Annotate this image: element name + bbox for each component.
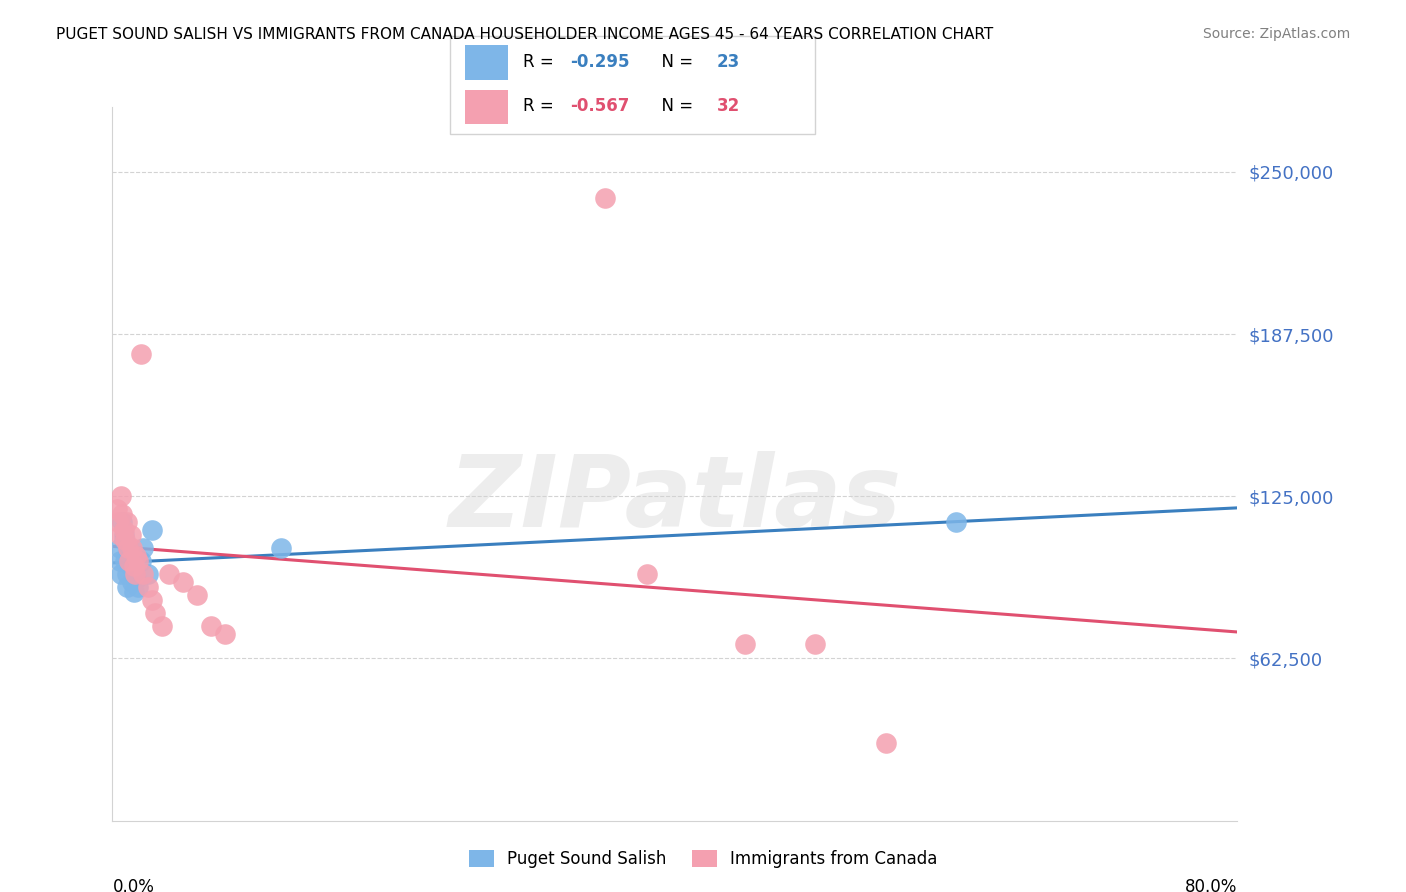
Point	[105, 502, 128, 516]
Point	[270, 541, 292, 556]
Point	[136, 567, 159, 582]
Text: 80.0%: 80.0%	[1185, 878, 1237, 892]
Point	[111, 508, 134, 522]
Point	[875, 736, 897, 750]
Point	[129, 554, 152, 568]
Text: 32: 32	[717, 97, 740, 115]
Point	[127, 580, 149, 594]
Point	[636, 567, 658, 582]
Text: R =: R =	[523, 97, 560, 115]
Point	[129, 346, 152, 360]
Point	[186, 588, 208, 602]
Point	[115, 515, 138, 529]
Point	[734, 637, 756, 651]
Point	[112, 528, 135, 542]
Point	[121, 541, 143, 556]
Point	[120, 528, 142, 542]
FancyBboxPatch shape	[450, 36, 815, 134]
Point	[122, 559, 145, 574]
Point	[122, 585, 145, 599]
Point	[118, 554, 141, 568]
Point	[945, 515, 967, 529]
Text: PUGET SOUND SALISH VS IMMIGRANTS FROM CANADA HOUSEHOLDER INCOME AGES 45 - 64 YEA: PUGET SOUND SALISH VS IMMIGRANTS FROM CA…	[56, 27, 994, 42]
Point	[108, 554, 131, 568]
Point	[125, 572, 148, 586]
Point	[112, 523, 135, 537]
Point	[108, 541, 131, 556]
Point	[143, 606, 166, 620]
Text: N =: N =	[651, 97, 699, 115]
Text: N =: N =	[651, 54, 699, 71]
Text: Source: ZipAtlas.com: Source: ZipAtlas.com	[1202, 27, 1350, 41]
Point	[115, 580, 138, 594]
Point	[114, 533, 136, 548]
Bar	[464, 90, 509, 124]
Point	[157, 567, 180, 582]
Text: -0.567: -0.567	[571, 97, 630, 115]
Point	[110, 567, 132, 582]
Point	[108, 528, 131, 542]
Point	[115, 567, 138, 582]
Legend: Puget Sound Salish, Immigrants from Canada: Puget Sound Salish, Immigrants from Cana…	[463, 843, 943, 875]
Point	[141, 523, 163, 537]
Point	[110, 489, 132, 503]
Point	[172, 574, 194, 589]
Point	[804, 637, 827, 651]
Point	[200, 619, 222, 633]
Text: R =: R =	[523, 54, 560, 71]
Point	[117, 541, 139, 556]
Point	[117, 541, 139, 556]
Point	[136, 580, 159, 594]
Point	[124, 567, 146, 582]
Point	[124, 567, 146, 582]
Point	[107, 515, 129, 529]
Point	[125, 549, 148, 563]
Point	[150, 619, 173, 633]
Text: 0.0%: 0.0%	[112, 878, 155, 892]
Point	[593, 191, 616, 205]
Text: -0.295: -0.295	[571, 54, 630, 71]
Text: ZIPatlas: ZIPatlas	[449, 451, 901, 548]
Point	[112, 533, 135, 548]
Point	[214, 627, 236, 641]
Text: 23: 23	[717, 54, 740, 71]
Bar	[464, 45, 509, 80]
Point	[127, 554, 149, 568]
Point	[118, 554, 141, 568]
Point	[120, 559, 142, 574]
Point	[132, 541, 155, 556]
Point	[141, 593, 163, 607]
Point	[111, 515, 134, 529]
Point	[132, 567, 155, 582]
Point	[121, 574, 143, 589]
Point	[114, 554, 136, 568]
